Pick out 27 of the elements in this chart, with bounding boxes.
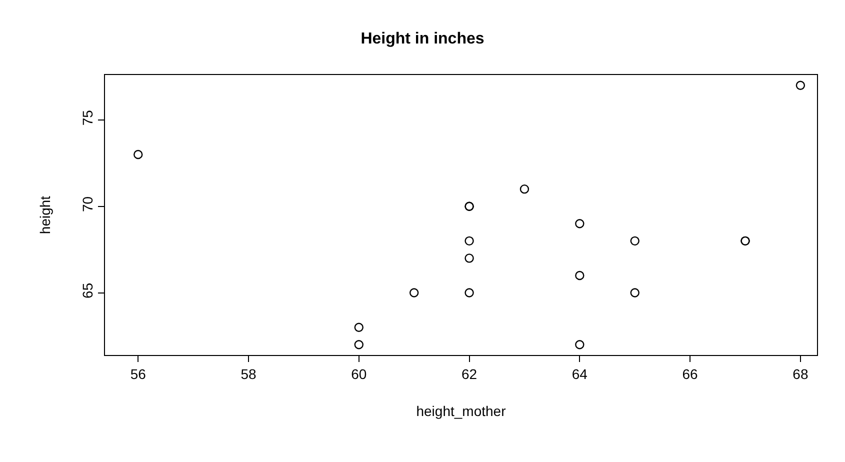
point [464,288,474,298]
y-axis-title: height [37,196,53,234]
point [409,288,419,298]
x-tick-label: 60 [351,366,367,382]
x-tick-label: 58 [240,366,256,382]
point [464,254,474,263]
y-tick-label: 70 [79,196,96,212]
x-axis-title: height_mother [416,403,506,420]
point [575,219,584,228]
point [575,270,584,280]
y-tick-label: 75 [79,110,96,126]
point [630,288,640,298]
x-tick-label: 56 [130,366,146,382]
point [354,340,364,350]
point [134,150,143,160]
x-tick-label: 62 [461,366,478,382]
x-tick-label: 66 [682,366,698,382]
point [630,236,640,246]
x-tick-label: 64 [572,366,588,382]
point [464,236,474,246]
x-tick-label: 68 [792,366,808,382]
point [354,322,364,332]
point [796,80,806,90]
y-tick-label: 65 [79,282,96,298]
point [575,340,584,350]
chart-title: Height in inches [360,30,484,48]
point [520,184,530,194]
